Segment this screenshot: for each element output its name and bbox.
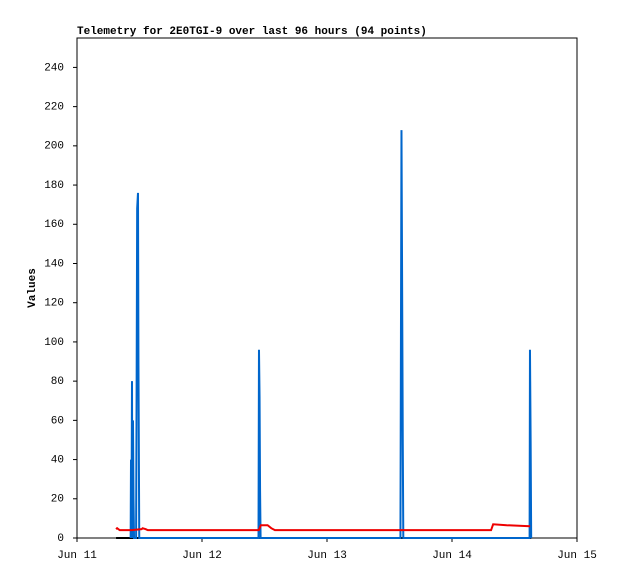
y-tick-label: 20 xyxy=(51,494,64,506)
y-tick-label: 80 xyxy=(51,376,64,388)
chart-title: Telemetry for 2E0TGI-9 over last 96 hour… xyxy=(77,26,427,38)
y-tick-label: 240 xyxy=(44,62,64,74)
y-tick-label: 180 xyxy=(44,180,64,192)
y-tick-label: 140 xyxy=(44,258,64,270)
y-tick-label: 160 xyxy=(44,219,64,231)
x-tick-label: Jun 15 xyxy=(557,550,597,562)
x-tick-label: Jun 14 xyxy=(432,550,472,562)
y-tick-label: 120 xyxy=(44,298,64,310)
series-line xyxy=(129,130,533,539)
y-tick-label: 220 xyxy=(44,102,64,114)
y-axis-label: Values xyxy=(27,268,39,308)
y-tick-label: 100 xyxy=(44,337,64,349)
y-tick-label: 0 xyxy=(57,533,64,545)
x-tick-label: Jun 13 xyxy=(307,550,347,562)
plot-frame xyxy=(76,37,578,539)
y-tick-label: 200 xyxy=(44,141,64,153)
y-tick-label: 40 xyxy=(51,454,64,466)
x-tick-label: Jun 11 xyxy=(57,550,97,562)
x-tick-label: Jun 12 xyxy=(182,550,222,562)
series-line xyxy=(115,523,531,532)
y-tick-label: 60 xyxy=(51,415,64,427)
